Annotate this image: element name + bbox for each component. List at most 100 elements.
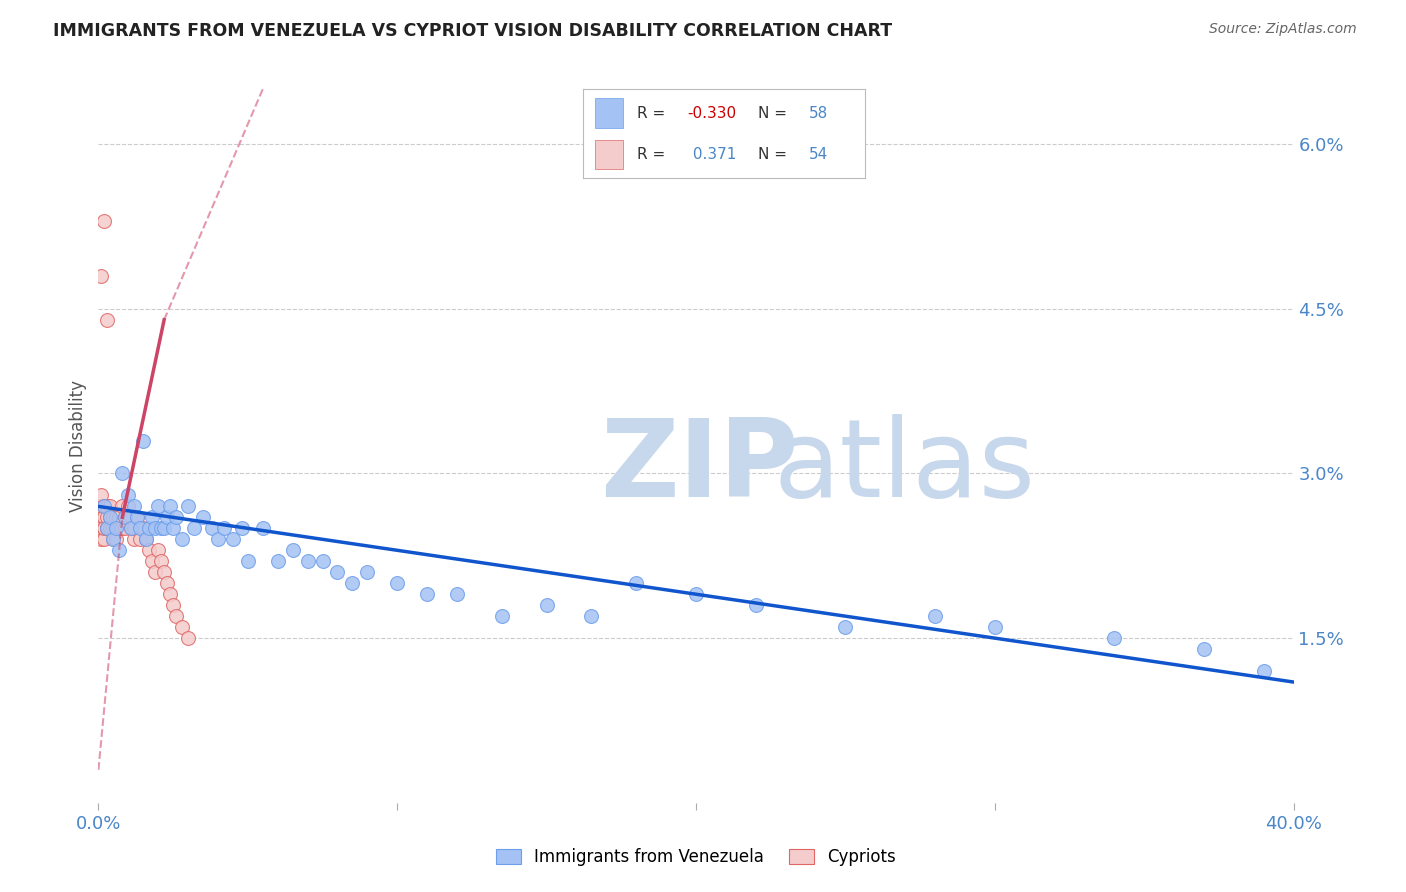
Legend: Immigrants from Venezuela, Cypriots: Immigrants from Venezuela, Cypriots — [489, 842, 903, 873]
Point — [117, 488, 139, 502]
Point — [536, 598, 558, 612]
Point — [98, 521, 122, 535]
Point — [124, 533, 146, 547]
Point — [267, 554, 290, 568]
Point — [117, 500, 139, 514]
Point — [98, 500, 122, 514]
Point — [103, 510, 125, 524]
Point — [90, 500, 112, 514]
Point — [385, 576, 409, 591]
Text: -0.330: -0.330 — [688, 106, 737, 120]
Point — [342, 576, 364, 591]
Point — [108, 510, 131, 524]
Point — [311, 554, 333, 568]
Point — [90, 488, 112, 502]
Point — [165, 609, 187, 624]
Point — [105, 521, 128, 535]
Point — [177, 500, 200, 514]
Point — [90, 521, 112, 535]
Point — [212, 521, 235, 535]
Point — [93, 214, 115, 228]
Point — [162, 521, 184, 535]
Point — [222, 533, 245, 547]
Text: Source: ZipAtlas.com: Source: ZipAtlas.com — [1209, 22, 1357, 37]
Point — [150, 554, 173, 568]
Point — [129, 533, 152, 547]
Point — [581, 609, 603, 624]
Point — [114, 521, 136, 535]
Point — [105, 521, 128, 535]
Point — [297, 554, 319, 568]
Point — [156, 576, 179, 591]
Point — [162, 598, 184, 612]
FancyBboxPatch shape — [595, 98, 623, 128]
Text: 54: 54 — [808, 147, 828, 161]
Point — [1253, 664, 1275, 678]
Point — [416, 587, 439, 601]
Point — [924, 609, 946, 624]
FancyBboxPatch shape — [595, 140, 623, 169]
Point — [159, 587, 181, 601]
Point — [132, 521, 155, 535]
Point — [96, 500, 118, 514]
Point — [93, 510, 115, 524]
Point — [127, 510, 149, 524]
Point — [236, 554, 259, 568]
Point — [745, 598, 768, 612]
Point — [98, 510, 122, 524]
Point — [183, 521, 205, 535]
Point — [153, 566, 176, 580]
Point — [153, 521, 176, 535]
Point — [326, 566, 349, 580]
Point — [96, 521, 118, 535]
Point — [135, 533, 157, 547]
Point — [90, 268, 112, 283]
Point — [129, 521, 152, 535]
Point — [96, 521, 118, 535]
Text: N =: N = — [758, 147, 792, 161]
Point — [111, 500, 134, 514]
Point — [105, 510, 128, 524]
Point — [132, 434, 155, 448]
Point — [141, 554, 163, 568]
Point — [105, 533, 128, 547]
Text: 58: 58 — [808, 106, 828, 120]
Point — [148, 543, 170, 558]
Point — [143, 521, 166, 535]
Point — [159, 500, 181, 514]
Point — [127, 510, 149, 524]
Point — [93, 500, 115, 514]
Point — [156, 510, 179, 524]
Point — [138, 521, 160, 535]
Y-axis label: Vision Disability: Vision Disability — [69, 380, 87, 512]
Text: R =: R = — [637, 106, 671, 120]
Text: IMMIGRANTS FROM VENEZUELA VS CYPRIOT VISION DISABILITY CORRELATION CHART: IMMIGRANTS FROM VENEZUELA VS CYPRIOT VIS… — [53, 22, 893, 40]
Point — [207, 533, 229, 547]
Point — [124, 500, 146, 514]
Point — [231, 521, 253, 535]
Point — [141, 510, 163, 524]
Text: 0.371: 0.371 — [688, 147, 735, 161]
Point — [165, 510, 187, 524]
Point — [143, 566, 166, 580]
Point — [191, 510, 214, 524]
Point — [103, 533, 125, 547]
Point — [148, 500, 170, 514]
Text: R =: R = — [637, 147, 671, 161]
Point — [96, 510, 118, 524]
Point — [1104, 631, 1126, 645]
Point — [98, 510, 122, 524]
Point — [117, 510, 139, 524]
Point — [177, 631, 200, 645]
Point — [103, 533, 125, 547]
Point — [626, 576, 648, 591]
Text: N =: N = — [758, 106, 792, 120]
Point — [356, 566, 378, 580]
Point — [685, 587, 707, 601]
Point — [1192, 642, 1215, 657]
Point — [984, 620, 1007, 634]
Point — [93, 500, 115, 514]
Point — [90, 533, 112, 547]
Point — [111, 467, 134, 481]
Point — [111, 521, 134, 535]
